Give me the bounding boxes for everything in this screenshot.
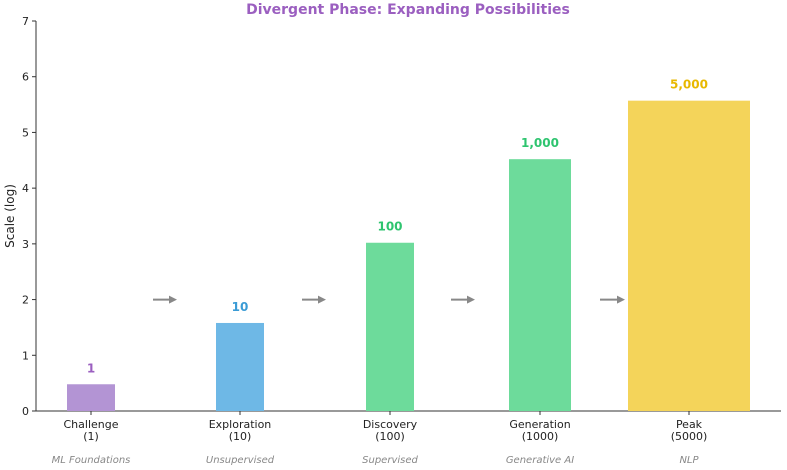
y-axis-label: Scale (log)	[3, 184, 17, 248]
category-label: Challenge	[64, 418, 119, 431]
arrow-head-icon	[318, 295, 326, 304]
category-subtitle: NLP	[679, 455, 699, 466]
data-label: 10	[232, 300, 249, 314]
category-label: Exploration	[209, 418, 272, 431]
category-subtitle: Supervised	[362, 455, 418, 466]
arrow-head-icon	[617, 295, 625, 304]
y-tick-label: 4	[22, 182, 29, 195]
category-label: Peak	[676, 418, 703, 431]
y-tick-label: 5	[22, 126, 29, 139]
category-count: (5000)	[671, 430, 708, 443]
category-subtitle: ML Foundations	[52, 455, 131, 466]
category-label: Generation	[509, 418, 570, 431]
x-axis-labels: Challenge(1)ML FoundationsExploration(10…	[52, 411, 708, 466]
arrow-head-icon	[467, 295, 475, 304]
y-tick-label: 3	[22, 238, 29, 251]
y-tick-label: 1	[22, 349, 29, 362]
category-count: (10)	[229, 430, 252, 443]
category-count: (100)	[375, 430, 405, 443]
y-tick-label: 2	[22, 294, 29, 307]
bar	[67, 384, 115, 411]
category-count: (1)	[83, 430, 99, 443]
data-label: 5,000	[670, 78, 708, 92]
category-subtitle: Generative AI	[506, 455, 574, 466]
category-count: (1000)	[522, 430, 559, 443]
y-tick-label: 7	[22, 15, 29, 28]
y-tick-label: 0	[22, 405, 29, 418]
data-label: 100	[377, 220, 402, 234]
category-label: Discovery	[363, 418, 418, 431]
flow-arrows	[153, 295, 625, 304]
data-label: 1	[87, 361, 95, 375]
bars: 1 10 100 1,000 5,000	[67, 78, 750, 412]
bar	[509, 159, 571, 411]
bar	[216, 322, 264, 411]
bar	[628, 100, 750, 412]
data-label: 1,000	[521, 136, 559, 150]
chart-title: Divergent Phase: Expanding Possibilities	[246, 2, 570, 18]
category-subtitle: Unsupervised	[206, 455, 275, 466]
arrow-head-icon	[169, 295, 177, 304]
bar	[366, 242, 414, 411]
y-tick-label: 6	[22, 71, 29, 84]
